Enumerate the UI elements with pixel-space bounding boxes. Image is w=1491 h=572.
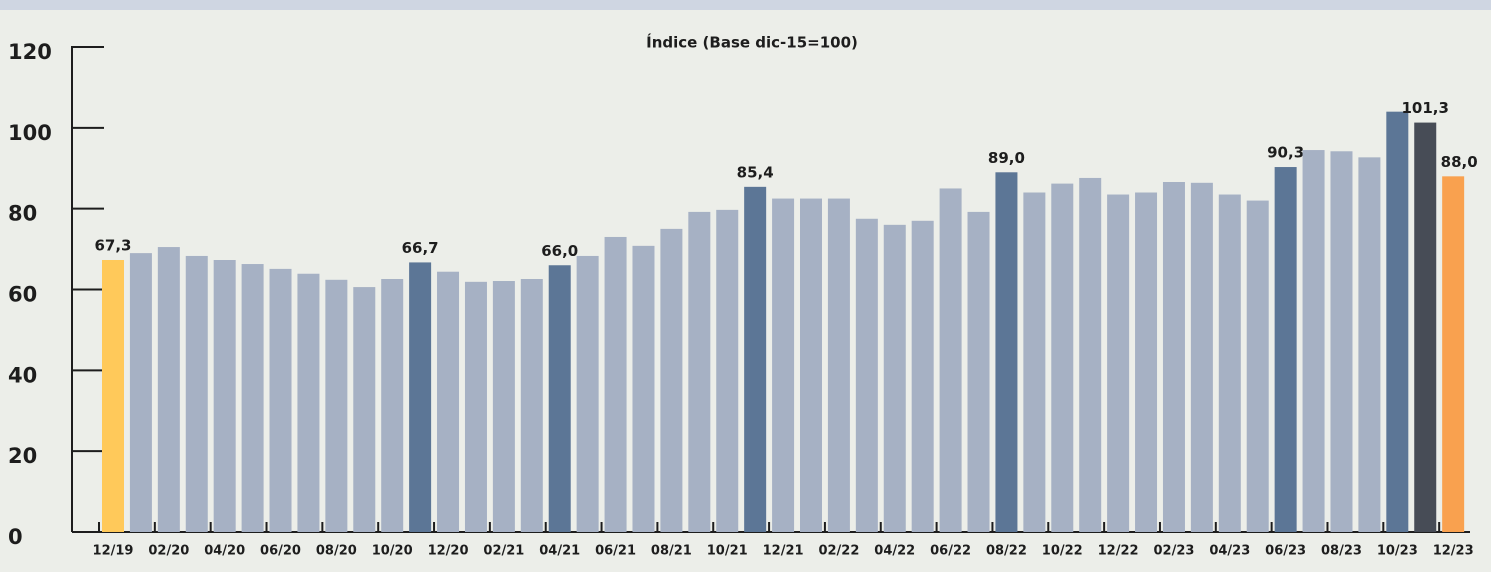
bar	[772, 198, 795, 532]
bar	[1218, 194, 1241, 533]
bar	[744, 186, 767, 532]
bar	[995, 172, 1018, 532]
bar	[576, 255, 599, 532]
bar	[660, 228, 683, 532]
bar	[1330, 151, 1353, 532]
x-tick-label: 06/23	[1265, 544, 1306, 559]
bar	[1302, 150, 1325, 532]
bar	[548, 265, 571, 532]
bar	[102, 259, 124, 532]
x-tick-label: 04/21	[539, 544, 580, 559]
bar	[632, 245, 655, 532]
x-tick-label: 06/22	[930, 544, 971, 559]
x-tick-label: 04/23	[1209, 544, 1250, 559]
x-tick-label: 12/20	[428, 544, 469, 559]
y-tick-label: 40	[8, 363, 37, 387]
bar	[297, 273, 320, 532]
bar	[437, 271, 460, 532]
x-tick-label: 06/20	[260, 544, 301, 559]
bar	[409, 262, 432, 532]
bar	[213, 259, 236, 532]
y-tick-label: 100	[8, 121, 52, 145]
bar	[381, 278, 404, 532]
x-tick-label: 10/23	[1377, 544, 1418, 559]
bar	[1246, 200, 1269, 533]
bar	[1386, 111, 1409, 533]
bar	[1051, 183, 1074, 532]
value-label: 89,0	[988, 149, 1025, 167]
bar	[1414, 122, 1437, 533]
bar	[157, 247, 180, 532]
x-tick-label: 08/23	[1321, 544, 1362, 559]
value-label: 90,3	[1267, 144, 1304, 162]
y-tick-label: 20	[8, 444, 37, 468]
x-tick-label: 06/21	[595, 544, 636, 559]
x-tick-label: 04/22	[874, 544, 915, 559]
bar	[800, 198, 822, 532]
x-tick-label: 10/21	[707, 544, 748, 559]
bar	[1107, 194, 1130, 533]
x-tick-label: 02/23	[1153, 544, 1194, 559]
x-tick-label: 10/20	[372, 544, 413, 559]
bar	[911, 220, 934, 532]
bar	[604, 236, 627, 533]
x-tick-label: 12/23	[1433, 544, 1474, 559]
chart-title: Índice (Base dic-15=100)	[646, 33, 858, 52]
bar	[827, 198, 850, 532]
y-tick-label: 120	[8, 40, 52, 64]
value-label: 66,0	[541, 242, 578, 260]
value-label: 85,4	[737, 163, 774, 181]
value-label: 101,3	[1402, 99, 1449, 117]
bar	[883, 224, 906, 533]
bar	[1442, 176, 1465, 533]
bar	[129, 253, 152, 532]
x-tick-label: 10/22	[1042, 544, 1083, 559]
y-tick-label: 80	[8, 202, 37, 226]
bar	[688, 211, 711, 532]
x-tick-label: 12/22	[1098, 544, 1139, 559]
bar	[939, 188, 962, 533]
bar	[855, 218, 878, 533]
bar	[1079, 177, 1102, 532]
y-tick-label: 60	[8, 283, 37, 307]
value-label: 67,3	[94, 236, 131, 254]
bar	[1135, 192, 1158, 532]
x-tick-label: 04/20	[204, 544, 245, 559]
bar	[464, 281, 487, 532]
x-tick-label: 02/21	[483, 544, 524, 559]
bar	[1274, 167, 1297, 532]
bar	[241, 264, 264, 532]
value-label: 66,7	[402, 239, 439, 257]
bar	[1162, 181, 1185, 532]
x-tick-label: 12/21	[763, 544, 804, 559]
x-tick-label: 02/22	[818, 544, 859, 559]
bar	[185, 255, 208, 532]
bar	[1023, 192, 1046, 532]
bar	[1190, 182, 1213, 533]
bar	[269, 268, 292, 532]
x-tick-label: 02/20	[148, 544, 189, 559]
x-tick-label: 08/21	[651, 544, 692, 559]
value-label: 88,0	[1441, 153, 1478, 171]
bar	[325, 279, 348, 532]
bar	[353, 287, 376, 532]
bar	[716, 209, 739, 533]
bar	[967, 211, 990, 532]
x-tick-label: 12/19	[93, 544, 134, 559]
y-tick-label: 0	[8, 525, 23, 549]
bar	[492, 281, 515, 532]
x-tick-label: 08/20	[316, 544, 357, 559]
bar	[520, 278, 543, 532]
bar	[1358, 157, 1381, 532]
x-tick-label: 08/22	[986, 544, 1027, 559]
